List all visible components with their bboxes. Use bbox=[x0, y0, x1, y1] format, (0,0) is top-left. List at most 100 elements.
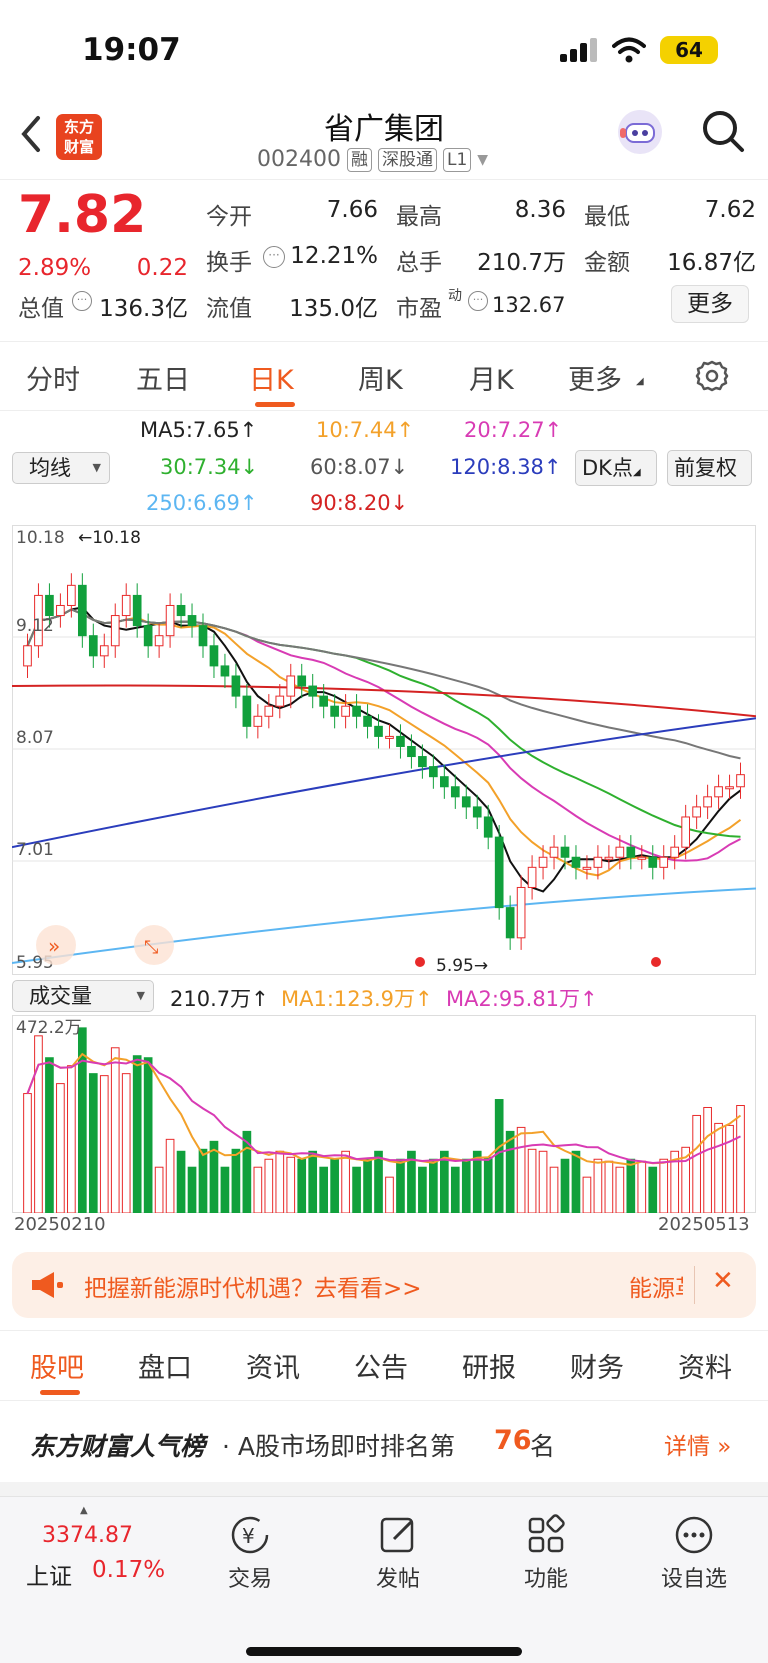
active-tab-indicator bbox=[255, 402, 295, 407]
stock-header: 东方 财富 省广集团 002400 融 深股通 L1 ▼ bbox=[0, 100, 768, 180]
high-marker: ←10.18 bbox=[78, 528, 141, 548]
candle bbox=[352, 705, 361, 717]
candle bbox=[494, 836, 504, 909]
fullscreen-icon[interactable] bbox=[134, 925, 174, 965]
candle bbox=[143, 625, 153, 647]
stock-code-row[interactable]: 002400 融 深股通 L1 ▼ bbox=[257, 147, 488, 172]
candle bbox=[132, 594, 142, 627]
volume-bar bbox=[407, 1150, 416, 1213]
candle bbox=[527, 866, 537, 888]
volume-bar bbox=[198, 1148, 208, 1213]
volume-bar bbox=[571, 1150, 581, 1213]
ma90-line bbox=[12, 684, 756, 718]
volume-bar bbox=[56, 1083, 65, 1213]
candle bbox=[121, 594, 131, 617]
info-icon[interactable]: ··· bbox=[263, 246, 285, 268]
settings-gear-icon[interactable] bbox=[694, 358, 730, 394]
more-button[interactable]: 更多 bbox=[671, 285, 749, 323]
candlestick-chart[interactable]: 10.18 9.12 8.07 7.01 5.95 ←10.18 5.95→ »… bbox=[12, 525, 756, 975]
volume-bar bbox=[396, 1158, 405, 1213]
trade-button[interactable]: ¥ 交易 bbox=[200, 1513, 300, 1593]
candle bbox=[472, 806, 482, 818]
status-time: 19:07 bbox=[82, 32, 181, 68]
volume-bar bbox=[374, 1150, 383, 1213]
volume-bar bbox=[626, 1158, 636, 1213]
y-tick-label: 8.07 bbox=[16, 728, 54, 748]
tab-announcements[interactable]: 公告 bbox=[354, 1353, 408, 1384]
candle bbox=[220, 665, 230, 677]
tab-forum[interactable]: 股吧 bbox=[30, 1353, 84, 1384]
tab-research[interactable]: 研报 bbox=[462, 1353, 516, 1384]
tab-profile[interactable]: 资料 bbox=[678, 1353, 732, 1384]
volume-bar bbox=[659, 1158, 669, 1213]
candle bbox=[714, 786, 723, 798]
volume-bar bbox=[692, 1114, 701, 1213]
candle bbox=[154, 635, 164, 647]
low-label: 最低 bbox=[584, 204, 630, 230]
tab-five-day[interactable]: 五日 bbox=[136, 365, 190, 396]
info-icon[interactable]: ··· bbox=[468, 291, 488, 311]
float-cap-label: 流值 bbox=[206, 296, 252, 322]
rank-detail-link[interactable]: 详情 » bbox=[664, 1434, 732, 1460]
volume-ma2-label: MA2:95.81万↑ bbox=[446, 987, 598, 1011]
candle bbox=[385, 735, 394, 739]
post-button[interactable]: 发帖 bbox=[348, 1513, 448, 1593]
back-icon[interactable] bbox=[18, 114, 44, 154]
candle bbox=[110, 615, 120, 647]
high-value: 8.36 bbox=[514, 197, 566, 223]
add-watchlist-button[interactable]: 设自选 bbox=[644, 1513, 744, 1593]
pe-label: 市盈 bbox=[396, 296, 442, 322]
candle bbox=[187, 615, 197, 627]
volume-bar bbox=[670, 1150, 680, 1213]
connect-tag: 深股通 bbox=[377, 147, 437, 172]
search-icon[interactable] bbox=[700, 108, 746, 154]
volume-bar bbox=[736, 1105, 745, 1213]
tab-finance[interactable]: 财务 bbox=[570, 1353, 624, 1384]
candle bbox=[429, 766, 438, 778]
quote-panel: 7.82 2.89% 0.22 今开 7.66 最高 8.36 最低 7.62 … bbox=[0, 181, 768, 341]
volume-bar bbox=[527, 1148, 537, 1213]
tab-monthly-k[interactable]: 月K bbox=[469, 365, 514, 396]
functions-button[interactable]: 功能 bbox=[496, 1513, 596, 1593]
app-logo[interactable]: 东方 财富 bbox=[56, 114, 102, 160]
tab-daily-k[interactable]: 日K bbox=[249, 365, 294, 396]
rank-suffix: 名 bbox=[530, 1432, 556, 1461]
candle bbox=[505, 907, 515, 939]
expand-icon[interactable] bbox=[36, 925, 76, 965]
volume-bar bbox=[341, 1150, 350, 1213]
candle bbox=[286, 675, 296, 697]
index-value[interactable]: 3374.87 bbox=[42, 1523, 133, 1548]
candle bbox=[670, 846, 680, 858]
candle bbox=[659, 856, 669, 868]
popularity-rank-row[interactable]: 东方财富人气榜 · A股市场即时排名第 76 名 详情 » bbox=[0, 1400, 768, 1482]
open-label: 今开 bbox=[206, 204, 252, 230]
home-indicator bbox=[246, 1647, 522, 1656]
close-icon[interactable]: ✕ bbox=[712, 1266, 734, 1296]
tab-more[interactable]: 更多 bbox=[568, 365, 622, 396]
tab-intraday[interactable]: 分时 bbox=[26, 365, 80, 396]
candle bbox=[648, 856, 658, 868]
tab-weekly-k[interactable]: 周K bbox=[358, 365, 403, 396]
info-icon[interactable]: ··· bbox=[72, 291, 92, 311]
candle bbox=[34, 594, 43, 647]
volume-indicator-select[interactable]: 成交量 ▼ bbox=[12, 980, 154, 1012]
dk-point-button[interactable]: DK点◢ bbox=[575, 450, 657, 486]
volume-bar bbox=[187, 1166, 197, 1213]
volume-label: 总手 bbox=[396, 250, 442, 276]
amount-label: 金额 bbox=[584, 250, 630, 276]
end-date: 20250513 bbox=[658, 1214, 750, 1235]
indicator-select[interactable]: 均线 ▼ bbox=[12, 452, 110, 484]
candle bbox=[209, 645, 219, 667]
robot-assistant-icon[interactable] bbox=[614, 106, 666, 158]
tab-news[interactable]: 资讯 bbox=[246, 1353, 300, 1384]
candle bbox=[374, 725, 383, 737]
promo-banner[interactable]: 把握新能源时代机遇？去看看>> 能源革 ✕ bbox=[12, 1252, 756, 1318]
candle bbox=[363, 715, 372, 727]
start-date: 20250210 bbox=[14, 1214, 106, 1235]
tab-order-book[interactable]: 盘口 bbox=[138, 1353, 192, 1384]
more-dots-icon bbox=[675, 1516, 713, 1554]
volume-chart[interactable]: 472.2万 bbox=[12, 1015, 756, 1213]
volume-bar bbox=[34, 1035, 43, 1213]
adjust-button[interactable]: 前复权 bbox=[667, 450, 752, 486]
current-price: 7.82 bbox=[18, 185, 147, 245]
